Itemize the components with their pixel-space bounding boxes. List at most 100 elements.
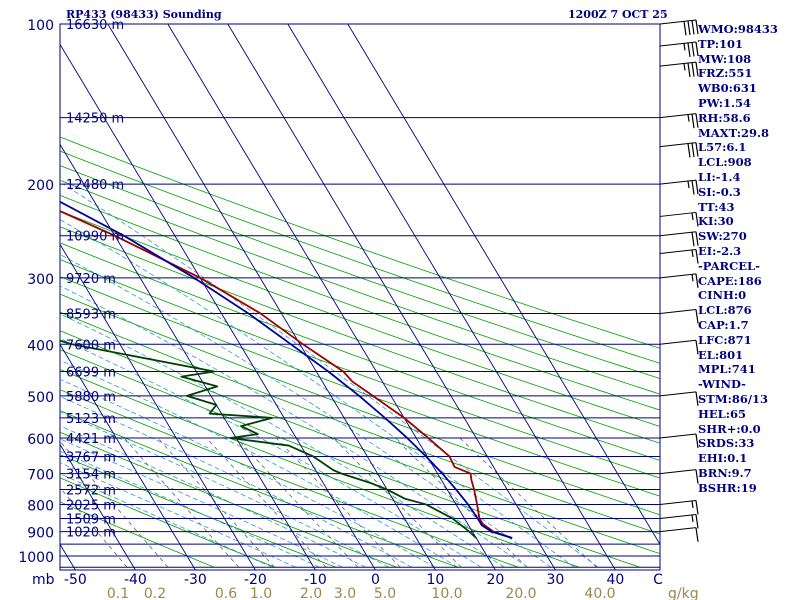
chart-title-left: RP433 (98433) Sounding	[66, 8, 222, 21]
wind-barb	[659, 391, 699, 406]
moist-adiabat	[60, 395, 413, 568]
index-entry: -WIND-	[698, 377, 746, 392]
dry-adiabat	[60, 179, 660, 395]
temperature-tick-label: -50	[64, 572, 87, 588]
isotherm	[60, 143, 316, 570]
dry-adiabat	[60, 501, 215, 568]
index-entry: L57:6.1	[698, 140, 747, 155]
pressure-tick-label: 200	[27, 178, 54, 194]
index-entry: LFC:871	[698, 332, 752, 347]
pressure-tick-label: 1000	[18, 550, 54, 566]
temperature-tick-label: -10	[304, 572, 327, 588]
index-entry: SRDS:33	[698, 436, 755, 451]
wind-barb	[659, 19, 699, 36]
index-entry: MPL:741	[698, 362, 756, 377]
dry-adiabat	[60, 349, 641, 568]
pressure-unit-label: mb	[32, 572, 55, 588]
height-label: 4421 m	[66, 432, 116, 447]
mixing-ratio-line	[206, 437, 327, 568]
mixing-ratio-label: 3.0	[334, 586, 356, 600]
mixing-ratio-label: 0.1	[107, 586, 129, 600]
indices-panel: WMO:98433 TP:101 MW:108 FRZ:551 WB0:631 PW:1.…	[698, 22, 800, 496]
dry-adiabat	[60, 136, 660, 349]
height-label: 6699 m	[66, 366, 116, 381]
height-label: 2025 m	[66, 498, 116, 513]
pressure-tick-label: 700	[27, 468, 54, 484]
height-label: 2572 m	[66, 484, 116, 499]
isotherm	[287, 24, 616, 570]
pressure-tick-label: 800	[27, 498, 54, 514]
moist-adiabat	[60, 438, 343, 568]
wind-barb	[659, 499, 699, 515]
index-entry: STM:86/13	[698, 391, 769, 406]
index-entry: TP:101	[698, 36, 744, 51]
height-label: 3154 m	[66, 468, 116, 483]
moist-adiabat	[60, 450, 320, 568]
wind-barb	[659, 273, 699, 288]
mixing-ratio-line	[60, 487, 128, 568]
wind-barb	[659, 113, 699, 129]
wind-barb	[659, 513, 699, 529]
moist-adiabat	[60, 378, 436, 568]
isotherm	[60, 343, 196, 570]
dry-adiabat	[60, 293, 660, 516]
height-label: 1509 m	[66, 512, 116, 527]
dry-adiabat	[60, 242, 660, 461]
moist-adiabat	[60, 313, 505, 568]
mixing-ratio-label: 5.0	[374, 586, 396, 600]
height-label: 14250 m	[66, 112, 124, 127]
wind-barb	[659, 211, 699, 227]
index-entry: LCL:908	[698, 155, 752, 170]
pressure-tick-label: 900	[27, 526, 54, 542]
wind-barb	[659, 142, 699, 158]
wind-barb	[659, 179, 699, 195]
index-entry: CAP:1.7	[698, 317, 749, 332]
temperature-tick-label: -40	[124, 572, 147, 588]
index-entry: TT:43	[698, 199, 735, 214]
pressure-tick-label: 400	[27, 338, 54, 354]
mixing-ratio-unit-label: g/kg	[668, 586, 699, 600]
height-label: 3767 m	[66, 450, 116, 465]
index-entry: SHR+:0.0	[698, 421, 761, 436]
height-label: 8593 m	[66, 307, 116, 322]
wind-barb	[659, 308, 699, 324]
mixing-ratio-line	[60, 440, 169, 568]
wind-barb	[659, 527, 699, 542]
wind-barb	[659, 339, 699, 355]
isotherm	[60, 443, 136, 570]
moist-adiabat	[60, 254, 552, 568]
dry-adiabat	[60, 477, 276, 568]
index-entry: SW:270	[698, 229, 747, 244]
index-entry: EHI:0.1	[698, 451, 748, 466]
pressure-tick-label: 300	[27, 272, 54, 288]
index-entry: HEL:65	[698, 406, 746, 421]
dry-adiabat	[60, 259, 660, 479]
index-entry: -PARCEL-	[698, 258, 760, 273]
dry-adiabat	[60, 276, 660, 497]
dry-adiabat	[60, 410, 458, 568]
temperature-tick-label: 40	[606, 572, 624, 588]
dry-adiabat	[60, 165, 660, 379]
dry-adiabat	[60, 194, 660, 411]
index-entry: PW:1.54	[698, 95, 752, 110]
index-entry: RH:58.6	[698, 110, 751, 125]
height-label: 7600 m	[66, 338, 116, 353]
index-entry: SI:-0.3	[698, 184, 741, 199]
wind-barb	[659, 41, 699, 58]
moist-adiabat	[60, 473, 273, 568]
mixing-ratio-label: 40.0	[584, 586, 615, 600]
mixing-ratio-label: 1.0	[250, 586, 272, 600]
mixing-ratio-line	[394, 437, 528, 568]
isotherm	[227, 24, 556, 570]
pressure-tick-label: 600	[27, 432, 54, 448]
index-entry: WB0:631	[698, 81, 757, 96]
isotherm	[60, 243, 256, 570]
dry-adiabat	[60, 226, 660, 444]
isotherm	[347, 24, 660, 546]
height-label: 5123 m	[66, 412, 116, 427]
dewpoint-trace	[60, 339, 477, 539]
temperature-tick-label: 20	[486, 572, 504, 588]
plot-area	[60, 24, 660, 570]
wind-barb	[659, 248, 699, 264]
